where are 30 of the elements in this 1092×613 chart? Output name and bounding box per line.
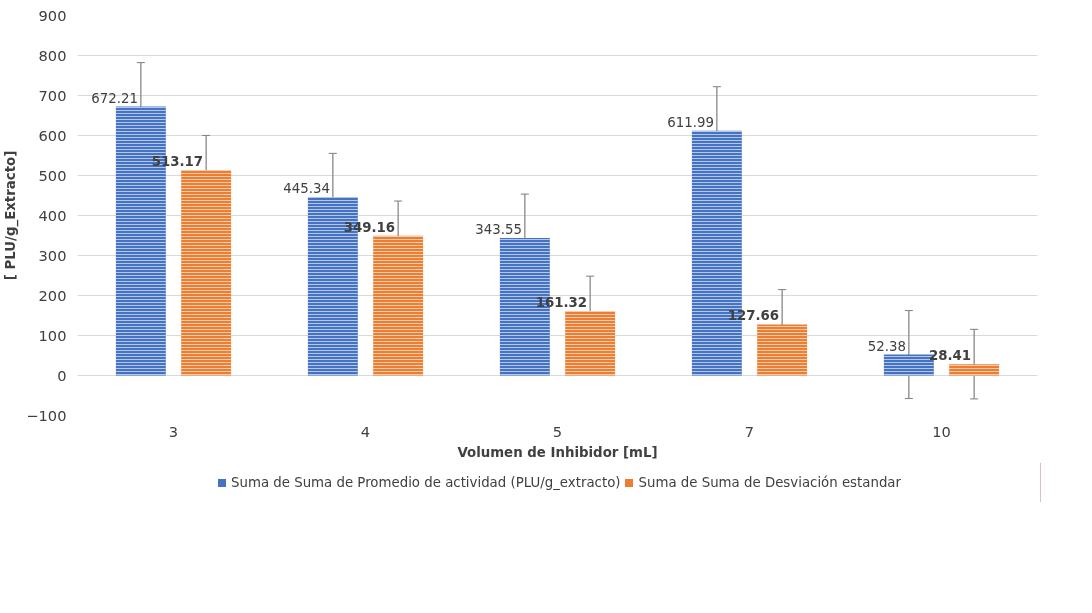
y-axis-title: [ PLU/g_Extracto] <box>3 150 20 281</box>
y-tick-label: 700 <box>38 86 67 104</box>
data-label: 161.32 <box>535 294 588 310</box>
y-tick-label: 900 <box>38 6 67 24</box>
x-tick-label: 3 <box>168 422 179 440</box>
y-tick-label: 200 <box>38 286 67 304</box>
y-tick-label: 800 <box>38 46 67 64</box>
data-label: 52.38 <box>867 338 906 354</box>
data-label: 672.21 <box>91 90 138 106</box>
data-label: 349.16 <box>343 219 396 235</box>
y-tick-label: 500 <box>38 166 67 184</box>
legend-label: Suma de Suma de Promedio de actividad (PLU/g_extracto) <box>230 474 621 490</box>
y-tick-label: 300 <box>38 246 67 264</box>
data-label: 513.17 <box>151 154 204 170</box>
x-tick-label: 4 <box>360 422 371 440</box>
x-tick-label: 10 <box>932 422 951 440</box>
data-label: 28.41 <box>928 348 972 364</box>
y-tick-label: 100 <box>38 326 67 344</box>
legend-label: Suma de Suma de Desviación estandar <box>638 474 902 490</box>
y-tick-label: 0 <box>57 366 67 384</box>
x-axis-title: Volumen de Inhibidor [mL] <box>457 444 658 460</box>
x-tick-label: 7 <box>744 422 755 440</box>
y-tick-label: 400 <box>38 206 67 224</box>
data-label: 343.55 <box>475 222 522 238</box>
data-label: 611.99 <box>667 114 714 130</box>
data-label: 445.34 <box>283 181 330 197</box>
x-tick-label: 5 <box>552 422 563 440</box>
y-tick-label: −100 <box>26 406 67 424</box>
y-tick-label: 600 <box>38 126 67 144</box>
data-label: 127.66 <box>727 308 780 324</box>
